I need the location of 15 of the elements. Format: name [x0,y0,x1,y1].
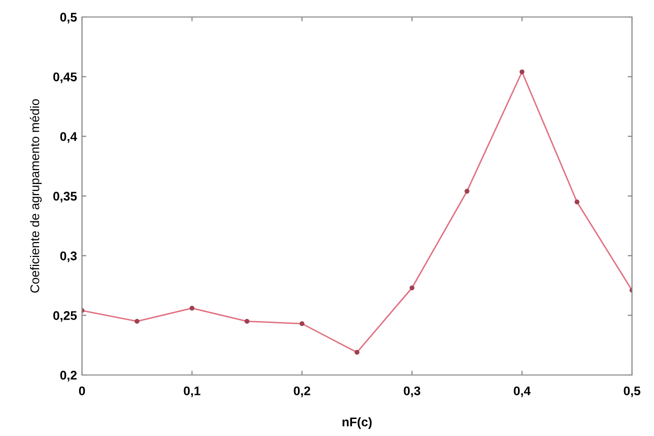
y-tick-label: 0,5 [60,12,77,24]
y-tick-label: 0,2 [60,370,77,382]
y-axis-title: Coeficiente de agrupamento médio [30,99,42,293]
y-tick-label: 0,3 [60,251,77,262]
x-tick-label: 0,1 [184,386,200,398]
y-tick-label: 0,35 [53,192,77,202]
y-tick-label: 0,25 [53,311,77,322]
x-axis-title: nF(c) [342,417,372,429]
y-tick-label: 0,4 [60,132,78,143]
x-tick-label: 0,4 [514,386,531,398]
x-tick-label: 0,2 [294,386,310,398]
x-tick-label: 0,5 [624,386,640,398]
x-tick-label: 0,3 [404,386,420,398]
x-tick-label: 0 [79,386,85,396]
y-tick-label: 0,45 [53,72,77,84]
